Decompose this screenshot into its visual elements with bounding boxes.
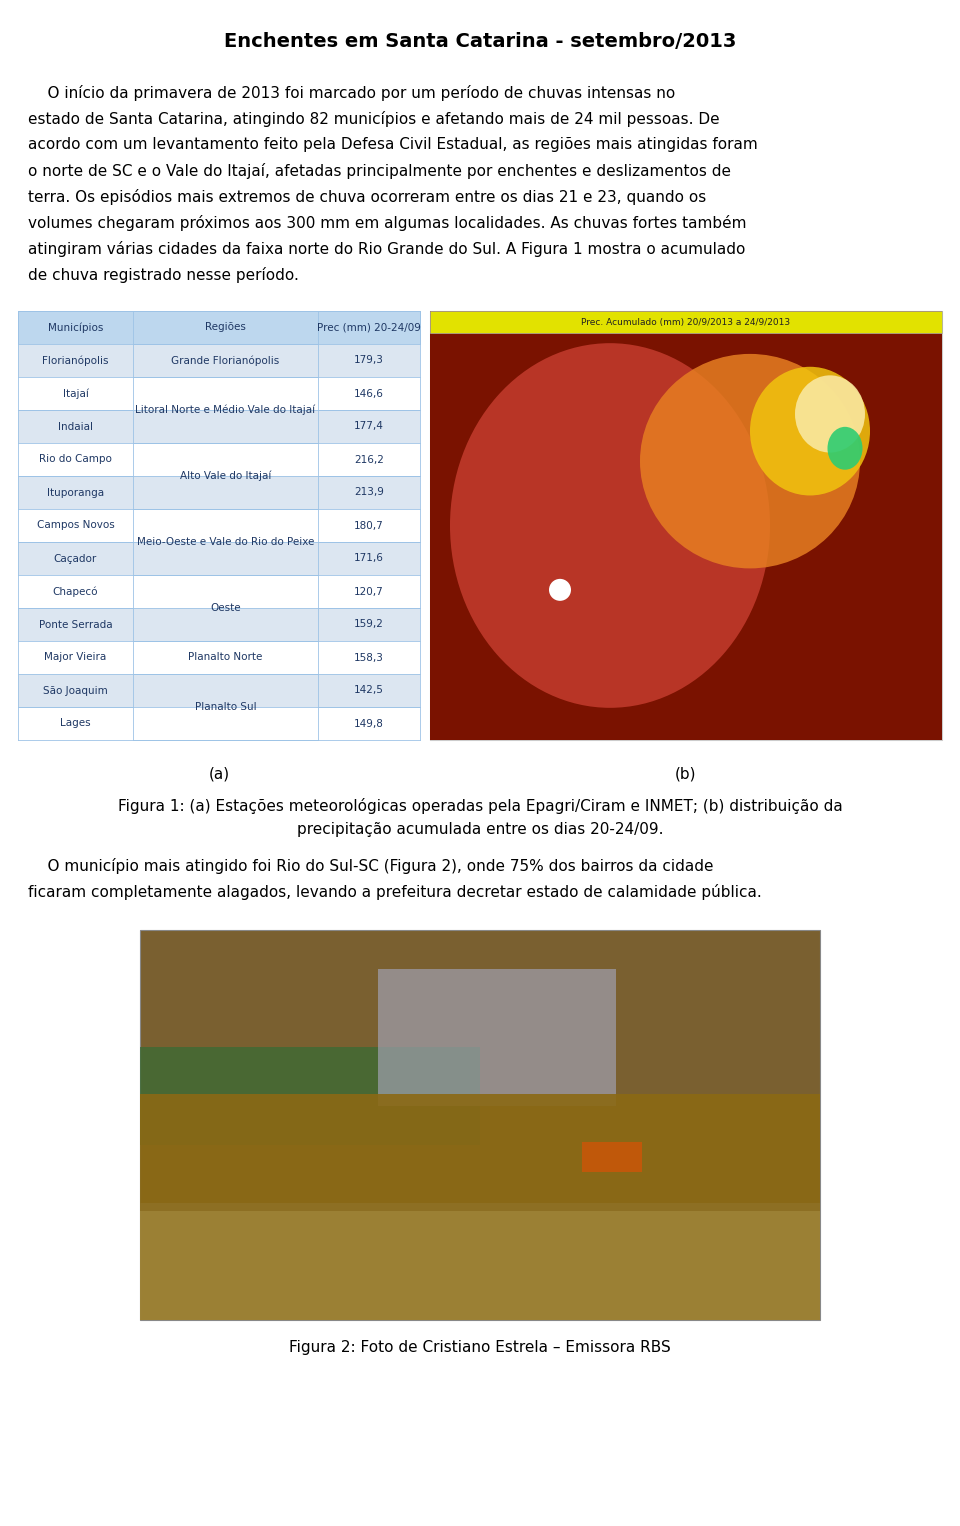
- Text: de chuva registrado nesse período.: de chuva registrado nesse período.: [28, 267, 299, 282]
- Text: 159,2: 159,2: [354, 620, 384, 630]
- Text: Planalto Norte: Planalto Norte: [188, 653, 263, 662]
- Bar: [18, 410, 420, 443]
- Text: 149,8: 149,8: [354, 719, 384, 728]
- Text: 120,7: 120,7: [354, 586, 384, 597]
- Text: Planalto Sul: Planalto Sul: [195, 702, 256, 713]
- Text: Oeste: Oeste: [210, 603, 241, 613]
- Text: Itajaí: Itajaí: [62, 388, 88, 398]
- Ellipse shape: [450, 343, 770, 708]
- Text: 180,7: 180,7: [354, 520, 384, 531]
- Text: Major Vieira: Major Vieira: [44, 653, 107, 662]
- Bar: [140, 1094, 820, 1210]
- Bar: [18, 343, 420, 377]
- Text: 171,6: 171,6: [354, 554, 384, 563]
- Text: Enchentes em Santa Catarina - setembro/2013: Enchentes em Santa Catarina - setembro/2…: [224, 32, 736, 50]
- Text: Prec. Acumulado (mm) 20/9/2013 a 24/9/2013: Prec. Acumulado (mm) 20/9/2013 a 24/9/20…: [582, 317, 791, 327]
- Text: Regiões: Regiões: [205, 322, 246, 333]
- Text: Caçador: Caçador: [54, 554, 97, 563]
- Text: (a): (a): [208, 766, 229, 781]
- Text: Municípios: Municípios: [48, 322, 103, 333]
- Bar: [18, 510, 420, 542]
- Bar: [18, 575, 420, 607]
- Text: Indaial: Indaial: [58, 421, 93, 432]
- Text: Ponte Serrada: Ponte Serrada: [38, 620, 112, 630]
- Text: Chapecó: Chapecó: [53, 586, 98, 597]
- Bar: [18, 607, 420, 641]
- Text: Litoral Norte e Médio Vale do Itajaí: Litoral Norte e Médio Vale do Itajaí: [135, 404, 316, 415]
- Bar: [140, 1202, 820, 1320]
- Bar: [140, 1210, 820, 1320]
- Text: acordo com um levantamento feito pela Defesa Civil Estadual, as regiões mais ati: acordo com um levantamento feito pela De…: [28, 137, 757, 153]
- Ellipse shape: [549, 578, 571, 601]
- Bar: [18, 311, 420, 343]
- Text: Ituporanga: Ituporanga: [47, 487, 104, 497]
- Text: São Joaquim: São Joaquim: [43, 685, 108, 696]
- Ellipse shape: [828, 427, 862, 470]
- Text: Figura 1: (a) Estações meteorológicas operadas pela Epagri/Ciram e INMET; (b) di: Figura 1: (a) Estações meteorológicas op…: [118, 798, 842, 813]
- Text: O município mais atingido foi Rio do Sul-SC (Figura 2), onde 75% dos bairros da : O município mais atingido foi Rio do Sul…: [28, 858, 713, 874]
- Text: 213,9: 213,9: [354, 487, 384, 497]
- Text: Grande Florianópolis: Grande Florianópolis: [172, 356, 279, 366]
- Bar: [430, 311, 942, 333]
- Ellipse shape: [640, 354, 860, 568]
- Text: Florianópolis: Florianópolis: [42, 356, 108, 366]
- Text: Meio-Oeste e Vale do Rio do Peixe: Meio-Oeste e Vale do Rio do Peixe: [137, 537, 314, 546]
- Text: o norte de SC e o Vale do Itajaí, afetadas principalmente por enchentes e desliz: o norte de SC e o Vale do Itajaí, afetad…: [28, 163, 731, 179]
- Text: atingiram várias cidades da faixa norte do Rio Grande do Sul. A Figura 1 mostra : atingiram várias cidades da faixa norte …: [28, 241, 745, 256]
- Text: precipitação acumulada entre os dias 20-24/09.: precipitação acumulada entre os dias 20-…: [297, 823, 663, 836]
- Ellipse shape: [795, 375, 865, 453]
- Text: Campos Novos: Campos Novos: [36, 520, 114, 531]
- Bar: [18, 641, 420, 674]
- Bar: [18, 707, 420, 740]
- Bar: [18, 674, 420, 707]
- Text: 142,5: 142,5: [354, 685, 384, 696]
- Bar: [18, 377, 420, 410]
- Text: volumes chegaram próximos aos 300 mm em algumas localidades. As chuvas fortes ta: volumes chegaram próximos aos 300 mm em …: [28, 215, 747, 230]
- Text: 146,6: 146,6: [354, 389, 384, 398]
- Text: 216,2: 216,2: [354, 455, 384, 464]
- Text: 158,3: 158,3: [354, 653, 384, 662]
- Text: (b): (b): [675, 766, 697, 781]
- Text: O início da primavera de 2013 foi marcado por um período de chuvas intensas no: O início da primavera de 2013 foi marcad…: [28, 85, 675, 101]
- Text: 177,4: 177,4: [354, 421, 384, 432]
- Ellipse shape: [750, 366, 870, 496]
- Text: Lages: Lages: [60, 719, 91, 728]
- Bar: [582, 1141, 642, 1172]
- Text: Prec (mm) 20-24/09: Prec (mm) 20-24/09: [317, 322, 420, 333]
- Bar: [430, 311, 942, 740]
- Text: ficaram completamente alagados, levando a prefeitura decretar estado de calamida: ficaram completamente alagados, levando …: [28, 884, 761, 900]
- Bar: [140, 1047, 480, 1144]
- Text: terra. Os episódios mais extremos de chuva ocorreram entre os dias 21 e 23, quan: terra. Os episódios mais extremos de chu…: [28, 189, 707, 204]
- Text: Alto Vale do Itajaí: Alto Vale do Itajaí: [180, 470, 271, 481]
- Bar: [18, 542, 420, 575]
- Bar: [18, 443, 420, 476]
- Bar: [430, 311, 942, 740]
- Bar: [140, 929, 820, 1320]
- Text: Figura 2: Foto de Cristiano Estrela – Emissora RBS: Figura 2: Foto de Cristiano Estrela – Em…: [289, 1340, 671, 1355]
- Text: estado de Santa Catarina, atingindo 82 municípios e afetando mais de 24 mil pess: estado de Santa Catarina, atingindo 82 m…: [28, 111, 720, 127]
- Text: Rio do Campo: Rio do Campo: [39, 455, 112, 464]
- Bar: [378, 969, 616, 1105]
- Text: 179,3: 179,3: [354, 356, 384, 366]
- Bar: [18, 476, 420, 510]
